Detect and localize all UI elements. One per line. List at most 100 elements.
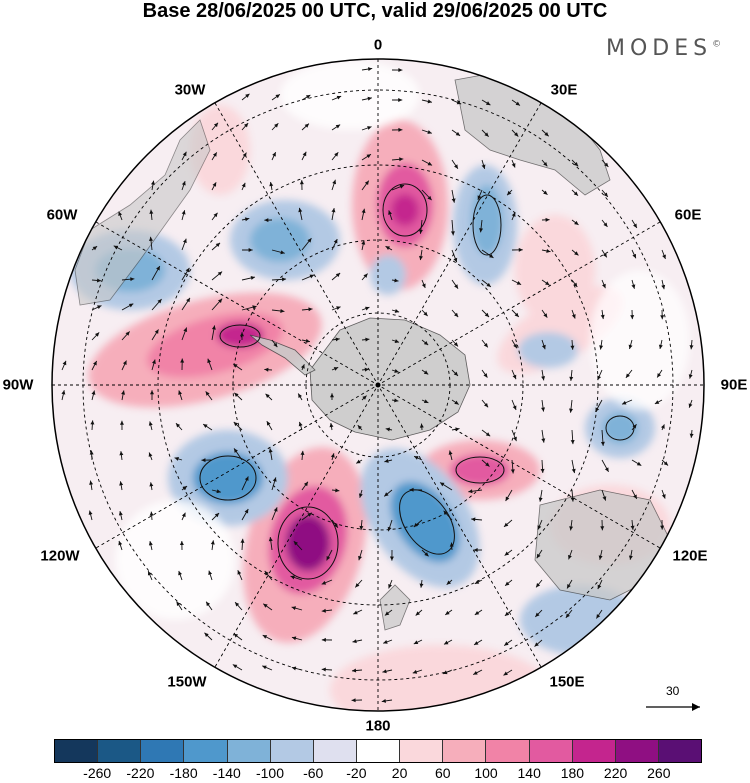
wind-vector-head (333, 523, 338, 528)
wind-vector-head (206, 601, 211, 607)
wind-vector-head (421, 283, 426, 288)
wind-vector-head (471, 517, 476, 522)
wind-vector-head (299, 180, 304, 185)
wind-vector-head (262, 665, 267, 670)
wind-vector-head (336, 306, 341, 311)
lon-label-150w: 150W (167, 673, 207, 691)
wind-vector-head (388, 210, 392, 215)
wind-vector-head (130, 277, 135, 282)
wind-vector-head (661, 494, 666, 499)
wind-vector-head (252, 305, 257, 310)
wind-vector-head (661, 284, 666, 290)
wind-vector-head (513, 343, 517, 349)
wind-vector-head (214, 513, 220, 518)
wind-vector-head (414, 456, 419, 460)
wind-vector-head (418, 229, 423, 234)
wind-vector-head (628, 344, 633, 350)
wind-vector-head (631, 284, 636, 289)
wind-vector-head (235, 602, 240, 607)
wind-vector-head (450, 231, 455, 236)
wind-vector-head (505, 496, 510, 501)
brand-name: MODES (606, 36, 713, 61)
wind-vector-head (207, 358, 212, 364)
wind-vector-head (413, 640, 419, 645)
wind-vector-head (181, 210, 186, 215)
wind-vector-head (243, 123, 249, 128)
wind-vector-head (544, 132, 549, 137)
wind-vector-head (216, 489, 221, 494)
wind-vector-head (147, 571, 152, 576)
colorbar-tick-label: 260 (647, 765, 671, 781)
wind-vector-head (415, 611, 420, 616)
wind-vector-head (483, 402, 489, 408)
wind-vector-head (515, 101, 520, 106)
wind-vectors (61, 67, 694, 703)
south-pole-marker (375, 382, 381, 388)
wind-vector-head (625, 373, 630, 378)
wind-vector-head (443, 640, 449, 645)
wind-vector-head (273, 342, 278, 348)
wind-vector-head (332, 179, 337, 185)
wind-vector-head (361, 240, 366, 245)
arrow-right-icon (692, 703, 700, 711)
wind-vector-head (361, 208, 366, 214)
lon-label-60e: 60E (674, 206, 702, 224)
wind-vector-head (600, 314, 605, 320)
brand-logo: MODES© (606, 36, 721, 61)
wind-vector-head (536, 553, 541, 559)
wind-vector-head (485, 432, 491, 437)
australia-landmass (534, 489, 671, 601)
wind-vector-head (357, 425, 362, 430)
wind-vector-head (329, 423, 334, 428)
wind-vector-head (423, 370, 429, 375)
lon-label-30e: 30E (550, 81, 578, 99)
wind-vector-head (307, 512, 312, 517)
wind-vector-head (248, 248, 253, 253)
wind-vector-head (335, 124, 341, 129)
wind-vector-head (156, 266, 160, 271)
wind-vector-head (423, 340, 429, 346)
wind-vector-head (290, 575, 295, 580)
wind-vector-head (181, 181, 186, 186)
wind-vector-head (568, 554, 572, 560)
wind-vector-head (364, 180, 369, 186)
wind-vector-head (574, 251, 579, 256)
wind-vector-head (503, 522, 509, 527)
wind-vector-head (537, 525, 542, 530)
wind-vector-head (474, 610, 480, 615)
wind-vector-head (273, 507, 278, 512)
colorbar-swatch (615, 740, 659, 762)
wind-vector-head (543, 313, 548, 318)
colorbar-swatch (356, 740, 401, 762)
wind-vector-head (419, 255, 423, 261)
colorbar-swatch (400, 740, 444, 762)
wind-vector-head (453, 371, 459, 376)
wind-vector-head (455, 131, 461, 136)
wind-vector-head (543, 161, 548, 167)
wind-vector-head (662, 254, 666, 259)
wind-vector-head (122, 360, 127, 366)
wind-vector-head (175, 423, 181, 428)
wind-vector-head (266, 421, 271, 426)
wind-vector-head (308, 307, 313, 312)
wind-vector-head (546, 248, 551, 253)
wind-vector-head (654, 400, 660, 404)
wind-vector-head (511, 212, 516, 217)
colorbar-tick-label: -140 (212, 765, 241, 781)
wind-vector-head (394, 339, 400, 343)
lon-label-120e: 120E (672, 547, 708, 565)
wind-vector-head (333, 239, 338, 244)
wind-vector-head (599, 345, 604, 350)
wind-vector-head (205, 391, 210, 396)
wind-vector-head (274, 123, 279, 128)
wind-vector-head (657, 373, 662, 378)
wind-vector-head (272, 152, 276, 157)
new-zealand-landmass (379, 584, 411, 631)
wind-vector-head (88, 510, 93, 515)
wind-vector-head (212, 152, 217, 157)
wind-vector-head (264, 367, 269, 372)
wind-vector-head (456, 100, 462, 105)
wind-vector-head (264, 218, 269, 223)
wind-vector-head (300, 364, 305, 369)
wind-vector-head (413, 522, 419, 528)
